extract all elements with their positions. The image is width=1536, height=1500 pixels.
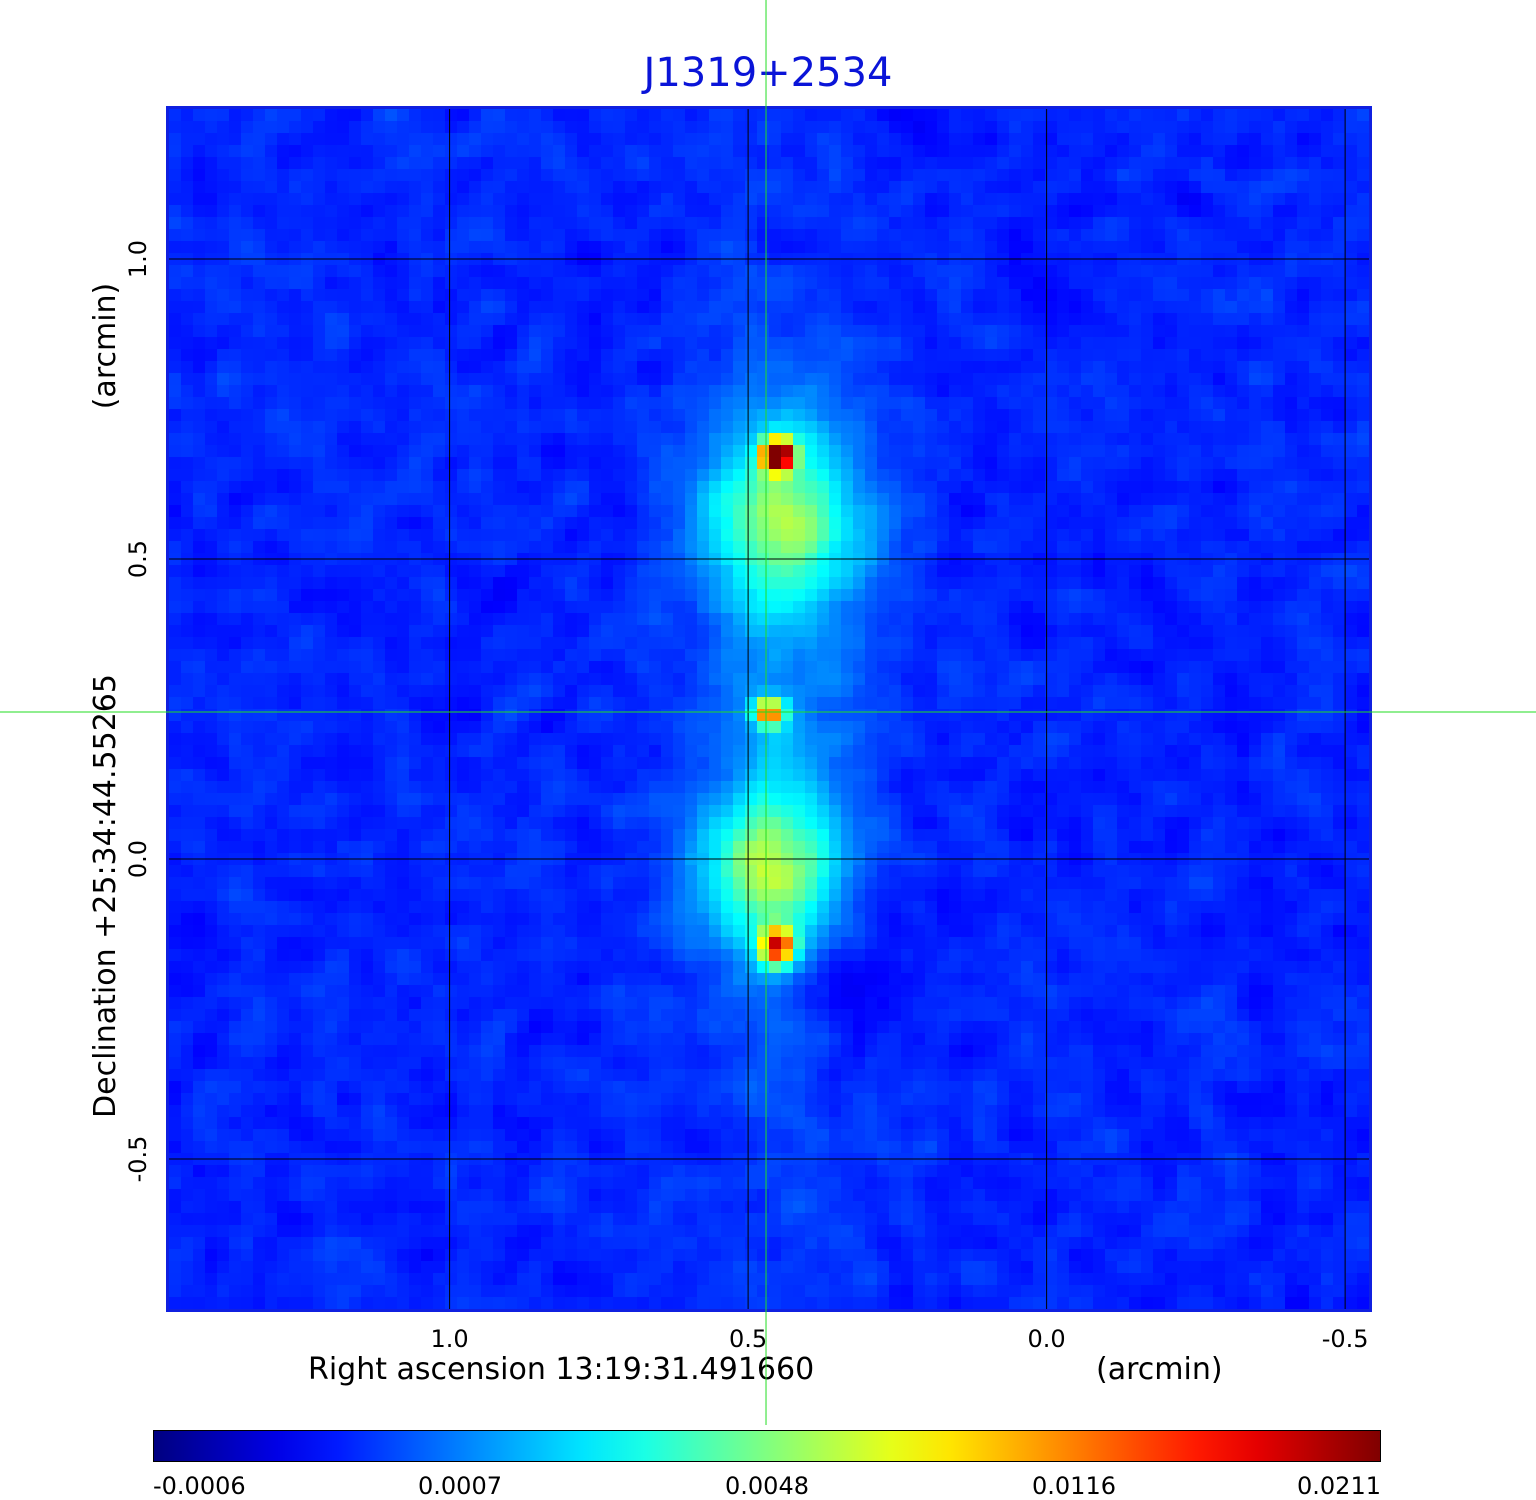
x-axis-unit: (arcmin) (1096, 1352, 1223, 1387)
y-axis-label: Declination +25:34:44.55265 (88, 674, 123, 1118)
y-tick-label: 0.5 (124, 539, 152, 579)
x-axis-label: Right ascension 13:19:31.491660 (308, 1352, 815, 1387)
radio-intensity-map[interactable] (169, 109, 1369, 1309)
x-tick-label: 0.5 (729, 1325, 768, 1353)
colorbar-tick-label: 0.0048 (725, 1472, 809, 1500)
y-tick-label: 1.0 (124, 239, 152, 279)
colorbar-tick-label: -0.0006 (153, 1472, 246, 1500)
x-tick-label: -0.5 (1321, 1325, 1369, 1353)
y-axis-unit: (arcmin) (88, 282, 123, 410)
colorbar-tick-label: 0.0211 (1297, 1472, 1381, 1500)
x-tick-label: 1.0 (430, 1325, 469, 1353)
colorbar-tick-label: 0.0007 (418, 1472, 502, 1500)
coordinate-grid (169, 109, 1369, 1309)
y-tick-label: -0.5 (124, 1135, 152, 1183)
colorbar (153, 1430, 1381, 1462)
x-tick-label: 0.0 (1027, 1325, 1066, 1353)
y-tick-label: 0.0 (124, 839, 152, 879)
image-title: J1319+2534 (643, 50, 893, 96)
colorbar-tick-label: 0.0116 (1032, 1472, 1116, 1500)
radio-image-panel[interactable] (166, 106, 1372, 1312)
